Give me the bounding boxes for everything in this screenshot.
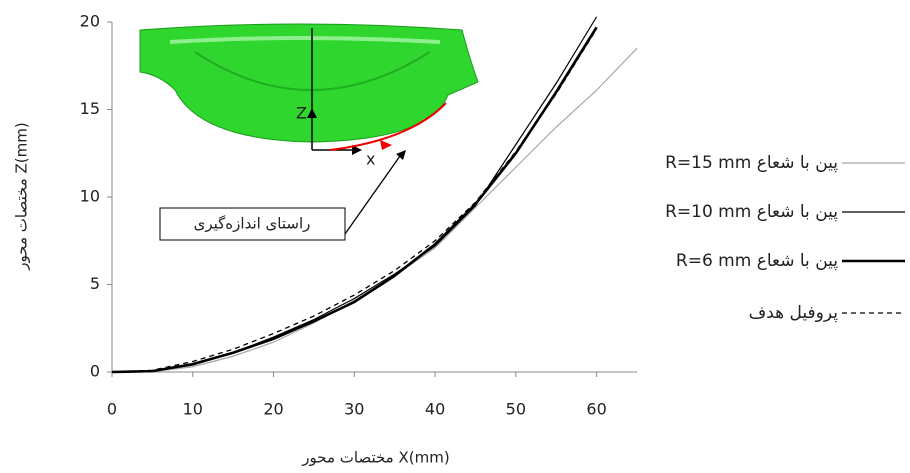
y-tick-label: 0 [90, 362, 100, 381]
legend-label: پین با شعاع R=15 mm [665, 153, 838, 173]
x-tick-label: 30 [344, 400, 364, 419]
legend-label: پروفیل هدف [749, 303, 839, 323]
y-axis-title: مختصات محور Z(mm) [13, 122, 31, 270]
x-tick-label: 20 [263, 400, 283, 419]
x-tick-label: 60 [586, 400, 606, 419]
legend-label: پین با شعاع R=10 mm [665, 202, 838, 222]
page: Z x راستای اندازه‌گیری مختصات محور X(mm)… [0, 0, 910, 473]
inset-x-label: x [366, 150, 375, 169]
chart: Z x راستای اندازه‌گیری مختصات محور X(mm)… [0, 0, 910, 473]
legend-label: پین با شعاع R=6 mm [676, 251, 838, 271]
inset-illustration [140, 24, 478, 240]
x-tick-label: 0 [107, 400, 117, 419]
annotation: راستای اندازه‌گیری [194, 215, 311, 233]
x-tick-label: 50 [506, 400, 526, 419]
x-tick-label: 10 [183, 400, 203, 419]
y-tick-label: 15 [80, 99, 100, 118]
x-tick-label: 40 [425, 400, 445, 419]
y-tick-label: 20 [80, 12, 100, 31]
inset-z-label: Z [296, 104, 307, 123]
y-tick-label: 10 [80, 187, 100, 206]
x-axis-title: مختصات محور X(mm) [301, 449, 449, 467]
y-tick-label: 5 [90, 274, 100, 293]
